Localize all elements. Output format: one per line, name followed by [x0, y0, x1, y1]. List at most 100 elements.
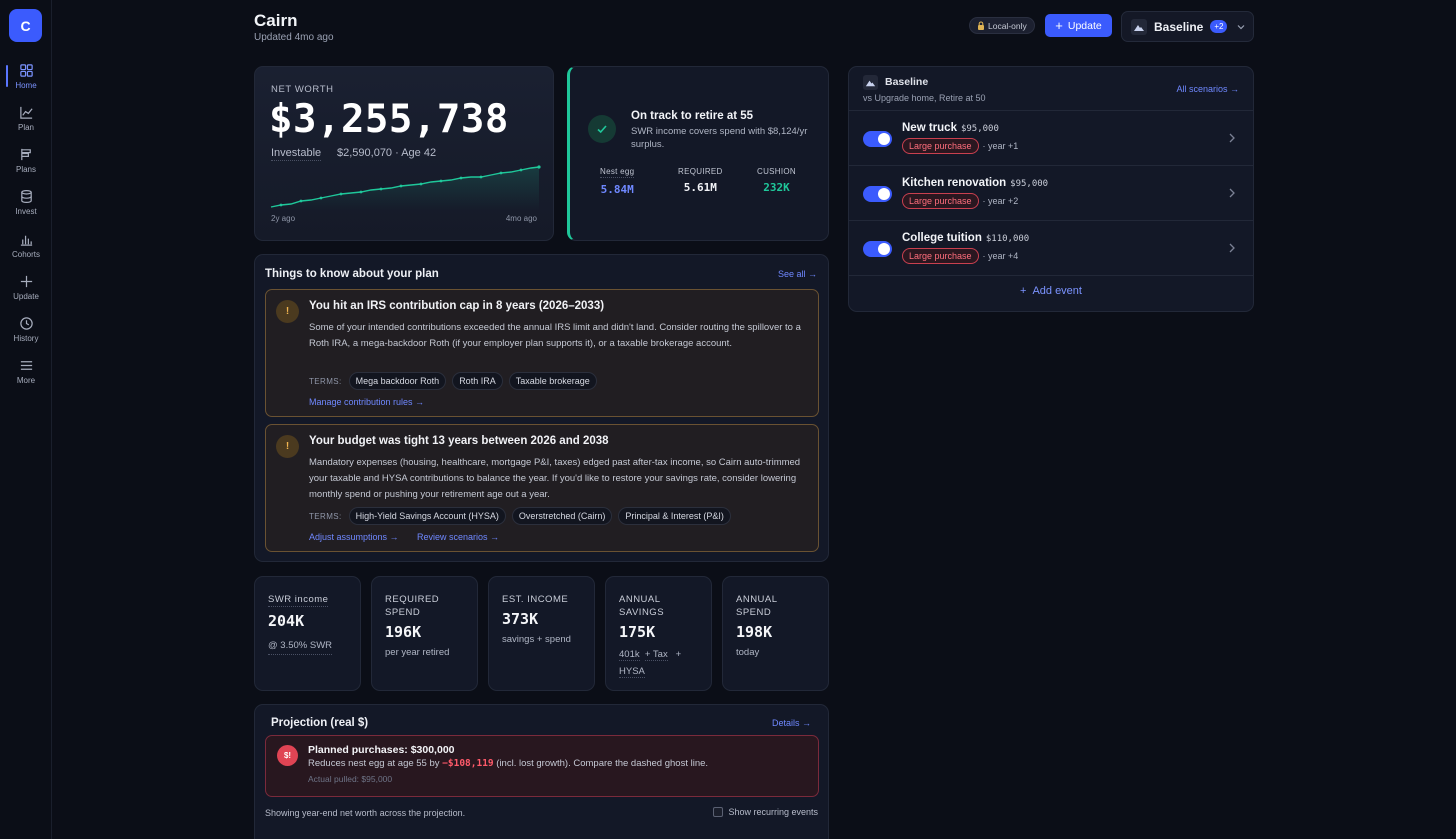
event-name: New truck $95,000 — [902, 122, 999, 134]
sidebar-item-invest[interactable]: Invest — [0, 185, 52, 223]
add-event-label: Add event — [1032, 285, 1082, 297]
planned-purchases-alert: $! Planned purchases: $300,000 Reduces n… — [265, 735, 819, 797]
required-stat: REQUIRED 5.61M — [678, 167, 723, 194]
event-meta: Large purchase · year +1 — [902, 138, 1018, 154]
review-scenarios-link[interactable]: Review scenarios → — [417, 532, 500, 542]
scenario-events-panel: Baseline vs Upgrade home, Retire at 50 A… — [848, 66, 1254, 312]
grid-icon — [19, 64, 33, 77]
swr-income-value: 204K — [268, 612, 305, 630]
event-meta: Large purchase · year +4 — [902, 248, 1018, 264]
chevron-right-icon — [1229, 133, 1235, 143]
cushion-value: 232K — [763, 181, 790, 194]
planned-purchases-actual: Actual pulled: $95,000 — [308, 774, 393, 784]
sidebar-item-update[interactable]: Update — [0, 270, 52, 308]
sidebar-item-home[interactable]: Home — [0, 59, 52, 97]
scenario-count-badge: +2 — [1210, 20, 1228, 33]
planned-desc-pre: Reduces nest egg at age 55 by — [308, 758, 443, 769]
scenario-panel-title: Baseline — [885, 76, 929, 88]
term-chip[interactable]: Roth IRA — [452, 372, 503, 390]
est-income-label: EST. INCOME — [502, 594, 569, 605]
retirement-status-card: On track to retire at 55 SWR income cove… — [567, 66, 829, 241]
savings-401k: 401k — [619, 649, 640, 661]
sidebar-item-cohorts[interactable]: Cohorts — [0, 228, 52, 266]
alert-terms: TERMS: High-Yield Savings Account (HYSA)… — [309, 507, 731, 525]
update-button-label: Update — [1067, 19, 1102, 32]
adjust-assumptions-link[interactable]: Adjust assumptions → — [309, 532, 399, 542]
event-toggle[interactable] — [863, 186, 892, 202]
event-row-new-truck[interactable]: New truck $95,000 Large purchase · year +1 — [849, 111, 1253, 166]
flag-icon — [20, 148, 31, 161]
event-row-kitchen-renovation[interactable]: Kitchen renovation $95,000 Large purchase… — [849, 166, 1253, 221]
local-only-label: Local-only — [988, 20, 1027, 31]
investable-value: $2,590,070 · Age 42 — [337, 147, 437, 159]
update-button[interactable]: + Update — [1045, 14, 1112, 37]
projection-details-link[interactable]: Details → — [771, 718, 811, 728]
term-chip[interactable]: Mega backdoor Roth — [348, 372, 447, 390]
event-timing: · year +4 — [982, 251, 1019, 261]
swr-income-card[interactable]: SWR income 204K @ 3.50% SWR — [254, 576, 361, 691]
page-title: Cairn — [254, 11, 298, 30]
term-chip[interactable]: Principal & Interest (P&I) — [618, 507, 731, 525]
sidebar-item-more[interactable]: More — [0, 354, 52, 392]
alert-body: Some of your intended contributions exce… — [309, 322, 801, 349]
swr-income-sub: @ 3.50% SWR — [268, 637, 333, 655]
sidebar-item-label: More — [16, 376, 36, 385]
scenario-selector-label: Baseline — [1154, 19, 1204, 34]
cushion-stat: CUSHION 232K — [757, 167, 796, 194]
plus-icon: + — [1055, 17, 1063, 33]
planned-purchases-description: Reduces nest egg at age 55 by −$108,119 … — [308, 758, 708, 769]
see-all-link[interactable]: See all → — [777, 269, 817, 279]
event-row-college-tuition[interactable]: College tuition $110,000 Large purchase · … — [849, 221, 1253, 276]
menu-icon — [20, 361, 32, 370]
add-event-button[interactable]: + Add event — [849, 285, 1253, 297]
event-toggle[interactable] — [863, 131, 892, 147]
event-name: College tuition $110,000 — [902, 232, 1030, 244]
sparkline-end-label: 4mo ago — [505, 214, 537, 223]
all-scenarios-link[interactable]: All scenarios → — [1176, 84, 1239, 94]
sidebar-item-label: Cohorts — [11, 250, 40, 259]
chevron-right-icon — [1229, 243, 1235, 253]
sparkline-start-label: 2y ago — [271, 214, 296, 223]
est-income-card[interactable]: EST. INCOME 373K savings + spend — [488, 576, 595, 691]
sidebar-item-plans[interactable]: Plans — [0, 143, 52, 181]
app-logo[interactable]: C — [9, 9, 42, 42]
lock-icon — [978, 21, 984, 30]
alert-terms: TERMS: Mega backdoor Roth Roth IRA Taxab… — [309, 372, 597, 390]
annual-spend-value: 198K — [736, 623, 773, 641]
annual-spend-label: ANNUAL SPEND — [736, 594, 778, 618]
sidebar: C Home Plan Plans Invest Cohorts Update … — [0, 0, 52, 839]
required-spend-card[interactable]: REQUIRED SPEND 196K per year retired — [371, 576, 478, 691]
show-recurring-events-checkbox[interactable]: Show recurring events — [713, 807, 818, 817]
planned-purchases-title: Planned purchases: $300,000 — [308, 744, 455, 756]
alert-title: You hit an IRS contribution cap in 8 yea… — [309, 300, 605, 312]
event-timing: · year +1 — [982, 141, 1019, 151]
manage-contribution-rules-link[interactable]: Manage contribution rules → — [309, 397, 425, 407]
tight-budget-alert: ! Your budget was tight 13 years between… — [265, 424, 819, 552]
sidebar-item-label: Plans — [15, 165, 36, 174]
planned-desc-amount: −$108,119 — [442, 758, 494, 769]
cushion-label: CUSHION — [757, 167, 796, 176]
annual-savings-card[interactable]: ANNUAL SAVINGS 175K 401k + Tax + HYSA — [605, 576, 712, 691]
required-label: REQUIRED — [678, 167, 723, 176]
sidebar-item-history[interactable]: History — [0, 312, 52, 350]
term-chip[interactable]: Taxable brokerage — [508, 372, 597, 390]
terms-label: TERMS: — [309, 376, 342, 386]
scenario-selector[interactable]: Baseline +2 — [1121, 11, 1254, 42]
net-worth-sparkline — [270, 165, 541, 211]
retirement-status-title: On track to retire at 55 — [631, 110, 754, 122]
event-toggle[interactable] — [863, 241, 892, 257]
plan-insights-card: Things to know about your plan See all →… — [254, 254, 829, 562]
term-chip[interactable]: Overstretched (Cairn) — [511, 507, 613, 525]
net-worth-card[interactable]: NET WORTH $3,255,738 Investable $2,590,0… — [254, 66, 554, 241]
clock-icon — [19, 317, 33, 330]
required-spend-label: REQUIRED SPEND — [385, 594, 440, 618]
sidebar-item-plan[interactable]: Plan — [0, 101, 52, 139]
scenario-panel-subtitle: vs Upgrade home, Retire at 50 — [863, 93, 986, 103]
database-icon — [20, 189, 32, 204]
term-chip[interactable]: High-Yield Savings Account (HYSA) — [348, 507, 506, 525]
event-name: Kitchen renovation $95,000 — [902, 177, 1049, 189]
sidebar-item-label: Invest — [15, 207, 37, 216]
checkbox-box[interactable] — [713, 807, 724, 817]
annual-spend-card[interactable]: ANNUAL SPEND 198K today — [722, 576, 829, 691]
check-icon — [588, 115, 616, 143]
